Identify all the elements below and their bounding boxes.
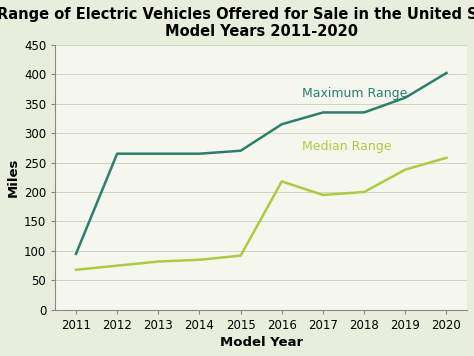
Text: Maximum Range: Maximum Range bbox=[302, 87, 408, 99]
Y-axis label: Miles: Miles bbox=[7, 158, 20, 197]
Text: Median Range: Median Range bbox=[302, 140, 392, 152]
X-axis label: Model Year: Model Year bbox=[219, 336, 303, 349]
Title: Range of Electric Vehicles Offered for Sale in the United States,
Model Years 20: Range of Electric Vehicles Offered for S… bbox=[0, 7, 474, 40]
